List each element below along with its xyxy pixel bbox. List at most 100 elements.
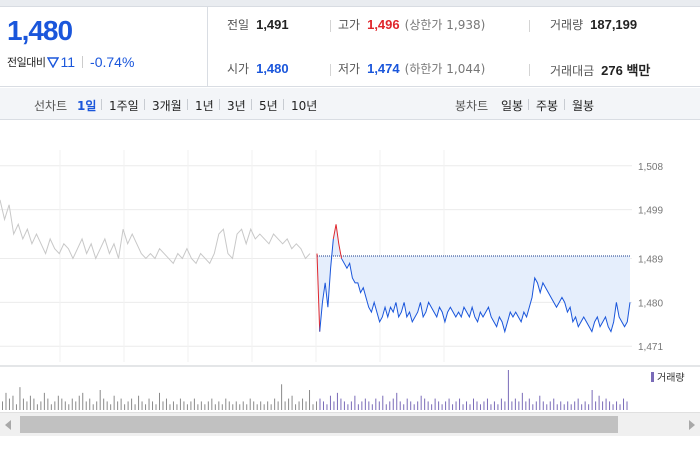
volume-bar bbox=[302, 398, 304, 410]
volume-bar bbox=[507, 370, 509, 410]
volume-bar bbox=[190, 401, 192, 410]
volume-bar bbox=[598, 395, 600, 410]
stat-low: 저가 1,474 (하한가 1,044) bbox=[338, 60, 485, 77]
volume-bar bbox=[281, 384, 283, 410]
tab-candle-monthly[interactable]: 월봉 bbox=[572, 99, 595, 113]
volume-bar bbox=[218, 401, 220, 410]
price-line-down bbox=[341, 258, 631, 334]
tab-period-1d[interactable]: 1일 bbox=[77, 99, 97, 113]
volume-bar bbox=[22, 398, 24, 410]
volume-bar bbox=[75, 401, 77, 410]
volume-bar bbox=[152, 401, 154, 410]
volume-bar bbox=[385, 404, 387, 410]
tab-period-3m[interactable]: 3개월 bbox=[152, 99, 182, 113]
volume-bar bbox=[588, 404, 590, 410]
volume-bar bbox=[609, 401, 611, 410]
volume-bar bbox=[518, 401, 520, 410]
volume-bar bbox=[221, 404, 223, 410]
volume-bar bbox=[214, 404, 216, 410]
volume-bar bbox=[410, 401, 412, 410]
volume-bar bbox=[445, 401, 447, 410]
volume-bar bbox=[413, 404, 415, 410]
volume-bar bbox=[392, 398, 394, 410]
open-value: 1,480 bbox=[256, 61, 289, 76]
volume-bar bbox=[452, 404, 454, 410]
divider bbox=[82, 56, 84, 68]
divider bbox=[330, 20, 331, 32]
scroll-left-icon[interactable] bbox=[4, 420, 12, 430]
open-label: 시가 bbox=[227, 62, 250, 76]
volume-bar bbox=[68, 404, 70, 410]
volume-bar bbox=[239, 404, 241, 410]
volume-bar bbox=[535, 401, 537, 410]
scroll-right-icon[interactable] bbox=[688, 420, 696, 430]
volume-bar bbox=[497, 404, 499, 410]
tab-period-3y[interactable]: 3년 bbox=[227, 99, 246, 113]
divider bbox=[528, 99, 529, 110]
volume-bar bbox=[378, 401, 380, 410]
volume-bar bbox=[235, 401, 237, 410]
y-tick-label: 1,508 bbox=[638, 162, 663, 173]
price-line-up bbox=[316, 253, 321, 332]
volume-bar bbox=[427, 401, 429, 410]
tab-period-1y[interactable]: 1년 bbox=[195, 99, 214, 113]
volume-bar bbox=[106, 401, 108, 410]
volume-bar bbox=[486, 398, 488, 410]
volume-bar bbox=[179, 398, 181, 410]
tab-candle-weekly[interactable]: 주봉 bbox=[536, 99, 559, 113]
volume-bar bbox=[186, 404, 188, 410]
trade-amount-value: 276 백만 bbox=[601, 63, 651, 78]
change-amount: 11 bbox=[60, 54, 76, 70]
volume-bar bbox=[504, 401, 506, 410]
volume-bar bbox=[500, 398, 502, 410]
stat-prev-close: 전일 1,491 bbox=[227, 16, 289, 33]
change-row: 전일대비 11 -0.74% bbox=[7, 54, 134, 70]
volume-bar bbox=[92, 404, 94, 410]
volume-bar bbox=[326, 404, 328, 410]
volume-bar bbox=[466, 401, 468, 410]
area-layer bbox=[317, 224, 630, 332]
volume-bar bbox=[354, 395, 356, 410]
volume-bar bbox=[316, 401, 317, 410]
volume-bar bbox=[260, 401, 262, 410]
y-axis: 1,508 1,499 1,489 1,480 1,471 bbox=[638, 162, 663, 353]
tab-candle-daily[interactable]: 일봉 bbox=[501, 99, 524, 113]
price-area-fill bbox=[317, 224, 630, 332]
chart-scrollbar[interactable] bbox=[0, 412, 700, 436]
volume-bar bbox=[172, 401, 174, 410]
volume-bar bbox=[549, 401, 551, 410]
tab-period-1w[interactable]: 1주일 bbox=[109, 99, 139, 113]
volume-bar bbox=[595, 401, 597, 410]
volume-bar bbox=[120, 398, 122, 410]
volume-bar bbox=[441, 404, 443, 410]
volume-bar bbox=[364, 398, 366, 410]
volume-bar bbox=[89, 398, 91, 410]
tab-period-5y[interactable]: 5년 bbox=[259, 99, 278, 113]
volume-bar bbox=[343, 401, 345, 410]
volume-bar bbox=[155, 404, 157, 410]
volume-bar bbox=[553, 398, 555, 410]
current-price: 1,480 bbox=[7, 15, 73, 46]
volume-bar bbox=[389, 401, 391, 410]
volume-bar bbox=[556, 404, 558, 410]
tab-period-10y[interactable]: 10년 bbox=[291, 99, 318, 113]
volume-bar bbox=[309, 390, 311, 410]
volume-bar bbox=[54, 401, 56, 410]
volume-bar bbox=[403, 404, 405, 410]
volume-bar bbox=[295, 404, 297, 410]
scrollbar-thumb[interactable] bbox=[20, 416, 618, 433]
volume-bar bbox=[207, 401, 209, 410]
volume-bar bbox=[493, 401, 495, 410]
volume-bar bbox=[197, 404, 199, 410]
volume-bar bbox=[169, 404, 171, 410]
volume-bar bbox=[225, 398, 227, 410]
change-label: 전일대비 bbox=[7, 56, 46, 69]
volume-bar bbox=[528, 398, 530, 410]
volume-bar bbox=[242, 401, 244, 410]
volume-bar bbox=[47, 398, 49, 410]
volume-bar bbox=[434, 398, 436, 410]
volume-bar bbox=[626, 401, 628, 410]
volume-bar bbox=[110, 404, 112, 410]
volume-legend: 거래량 bbox=[657, 372, 685, 384]
volume-bar bbox=[15, 404, 17, 410]
